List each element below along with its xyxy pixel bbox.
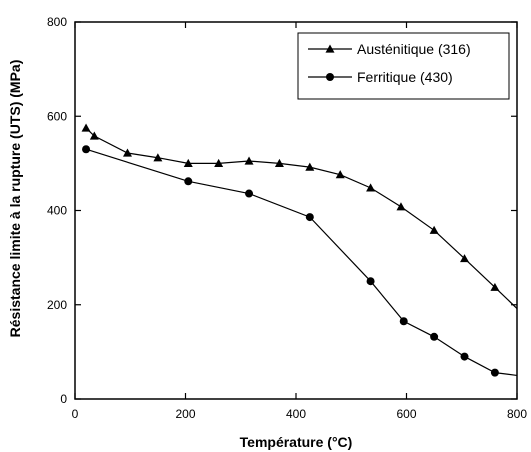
x-axis-title: Température (°C) bbox=[240, 434, 353, 450]
data-point-austenitique-316 bbox=[429, 225, 439, 234]
y-tick-label: 800 bbox=[47, 15, 67, 29]
series-line-austenitique-316 bbox=[85, 127, 518, 309]
data-point-ferritique-430 bbox=[245, 189, 254, 198]
x-tick-label: 800 bbox=[507, 407, 527, 421]
data-point-austenitique-316 bbox=[305, 162, 315, 171]
y-tick-label: 600 bbox=[47, 109, 67, 123]
x-tick-label: 600 bbox=[396, 407, 416, 421]
y-tick-label: 200 bbox=[47, 298, 67, 312]
y-axis-title: Résistance limite à la rupture (UTS) (MP… bbox=[7, 60, 23, 338]
axes: 0 200 400 600 800 0 200 400 600 800 Température (°… bbox=[7, 15, 527, 450]
data-point-austenitique-316 bbox=[89, 131, 99, 140]
data-point-austenitique-316 bbox=[214, 158, 224, 167]
legend-label-austenitique-316: Austénitique (316) bbox=[357, 41, 471, 57]
data-point-austenitique-316 bbox=[81, 123, 91, 132]
data-point-austenitique-316 bbox=[244, 156, 254, 165]
data-point-ferritique-430 bbox=[366, 277, 375, 286]
data-point-ferritique-430 bbox=[430, 332, 439, 341]
data-point-ferritique-430 bbox=[399, 317, 408, 326]
x-tick-label: 0 bbox=[72, 407, 79, 421]
data-point-ferritique-430 bbox=[305, 213, 314, 222]
data-point-ferritique-430 bbox=[82, 145, 91, 154]
data-point-ferritique-430 bbox=[184, 177, 193, 186]
data-point-ferritique-430 bbox=[460, 352, 469, 361]
data-point-austenitique-316 bbox=[274, 158, 284, 167]
series-austenitique-316 bbox=[81, 123, 518, 309]
legend: Austénitique (316) Ferritique (430) bbox=[297, 32, 510, 100]
x-tick-label: 200 bbox=[175, 407, 195, 421]
data-point-austenitique-316 bbox=[153, 153, 163, 162]
data-point-austenitique-316 bbox=[460, 254, 470, 263]
data-point-austenitique-316 bbox=[122, 148, 132, 157]
legend-label-ferritique-430: Ferritique (430) bbox=[357, 69, 453, 85]
series-line-ferritique-430 bbox=[85, 148, 518, 377]
data-point-austenitique-316 bbox=[366, 183, 376, 192]
x-tick-label: 400 bbox=[286, 407, 306, 421]
data-point-austenitique-316 bbox=[490, 282, 500, 291]
legend-box bbox=[297, 32, 510, 100]
series-layer bbox=[81, 123, 518, 377]
series-ferritique-430 bbox=[82, 145, 518, 377]
data-point-ferritique-430 bbox=[490, 368, 499, 377]
y-tick-label: 400 bbox=[47, 204, 67, 218]
data-point-austenitique-316 bbox=[396, 202, 406, 211]
data-point-austenitique-316 bbox=[335, 170, 345, 179]
y-tick-label: 0 bbox=[60, 392, 67, 406]
legend-marker-ferritique-430 bbox=[326, 73, 334, 81]
legend-marker-austenitique-316 bbox=[325, 44, 335, 53]
data-point-austenitique-316 bbox=[183, 158, 193, 167]
